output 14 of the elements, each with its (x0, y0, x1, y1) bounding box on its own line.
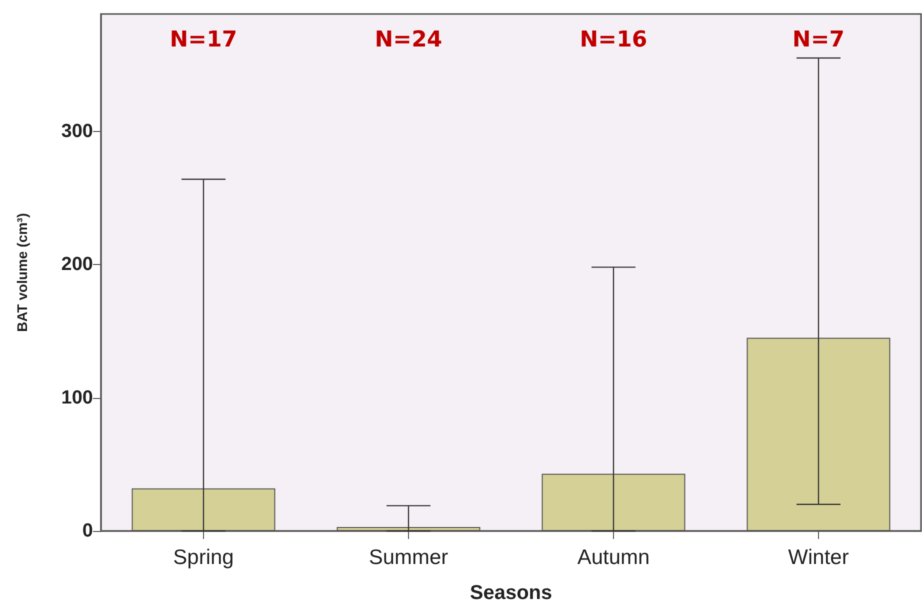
y-axis-title: BAT volume (cm³) (14, 213, 30, 332)
x-axis-title: Seasons (470, 582, 552, 604)
x-tick-label: Spring (173, 546, 234, 569)
annotation: N=17 (170, 28, 238, 52)
annotation: N=16 (580, 28, 648, 52)
x-tick-label: Autumn (577, 546, 650, 569)
x-tick-label: Winter (788, 546, 849, 569)
y-tick-label: 300 (61, 120, 93, 142)
annotation: N=24 (374, 28, 442, 52)
annotation: N=7 (792, 28, 845, 52)
x-tick-label: Summer (368, 546, 448, 569)
y-tick-label: 200 (61, 254, 93, 276)
y-tick-label: 100 (61, 387, 93, 408)
y-tick-label: 0 (82, 520, 93, 542)
